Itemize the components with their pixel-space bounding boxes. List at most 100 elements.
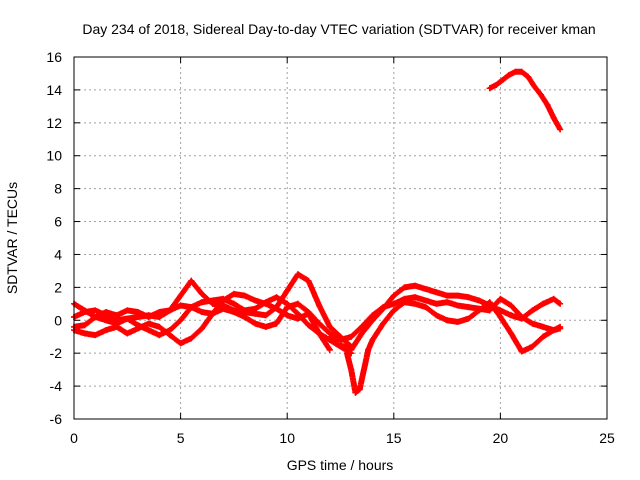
data-point (525, 73, 532, 80)
data-point (252, 320, 259, 327)
data-point (505, 72, 512, 79)
data-point (113, 323, 120, 330)
data-point (209, 297, 216, 304)
data-point (550, 295, 557, 302)
data-point (262, 312, 269, 319)
data-point (103, 327, 109, 334)
x-tick-label: 15 (386, 430, 402, 446)
data-point (422, 304, 429, 311)
data-point (540, 333, 546, 340)
data-point (166, 327, 173, 334)
data-point (512, 68, 519, 75)
y-axis-label: SDTVAR / TECUs (4, 182, 20, 294)
data-point (557, 126, 564, 133)
plot-border (73, 56, 608, 420)
series-track-h (486, 68, 564, 133)
y-tick-label: 16 (46, 49, 62, 65)
data-point (365, 346, 372, 353)
data-point (337, 337, 344, 343)
data-point (412, 282, 419, 289)
data-point (499, 77, 506, 83)
data-point (531, 83, 538, 90)
data-point (348, 366, 355, 373)
data-point (422, 297, 429, 304)
data-point (177, 302, 184, 309)
data-point (284, 287, 291, 294)
data-point (518, 348, 525, 355)
data-point (433, 289, 440, 296)
data-point (343, 350, 350, 357)
data-point (348, 333, 355, 340)
y-tick-label: 12 (46, 115, 62, 131)
data-point (145, 320, 152, 327)
y-tick-label: 14 (46, 82, 62, 98)
data-point (284, 304, 291, 311)
data-point (156, 309, 163, 315)
data-point (557, 300, 564, 307)
data-point (124, 315, 131, 322)
data-point (230, 300, 237, 307)
data-point (380, 320, 387, 327)
x-tick-label: 0 (70, 430, 78, 446)
data-point (177, 292, 184, 299)
x-axis-label: GPS time / hours (287, 457, 394, 473)
data-point (508, 312, 515, 319)
data-point (92, 307, 99, 314)
data-point (401, 284, 408, 291)
data-point (352, 389, 359, 396)
data-point (241, 314, 248, 320)
data-point (540, 323, 546, 330)
data-point (529, 307, 536, 314)
data-point (380, 304, 387, 311)
data-point (198, 290, 205, 297)
x-tick-label: 5 (177, 430, 185, 446)
data-point (356, 386, 363, 393)
series-track-g (326, 294, 564, 343)
data-point (390, 307, 397, 314)
data-point (177, 317, 184, 324)
y-tick-label: 2 (54, 279, 62, 295)
data-point (444, 299, 451, 306)
data-point (326, 323, 333, 330)
data-point (92, 314, 99, 320)
data-point (252, 297, 259, 304)
y-tick-label: 4 (54, 246, 62, 262)
data-point (241, 292, 248, 299)
data-point (220, 295, 227, 302)
data-point (220, 305, 227, 312)
data-point (209, 310, 216, 317)
x-tick-label: 25 (599, 430, 615, 446)
data-point (326, 333, 333, 340)
data-point (305, 322, 312, 329)
data-point (262, 299, 269, 306)
data-point (486, 85, 493, 92)
data-point (145, 314, 152, 320)
data-point (529, 343, 536, 350)
data-point (81, 309, 88, 315)
data-point (369, 337, 376, 343)
data-point (156, 323, 163, 330)
data-point (361, 366, 367, 373)
data-point (135, 322, 141, 329)
data-point (369, 312, 376, 319)
data-point (493, 82, 500, 88)
data-point (81, 330, 88, 337)
data-point (540, 300, 546, 307)
data-point (198, 299, 205, 306)
data-point (348, 346, 355, 353)
data-point (188, 277, 195, 284)
data-point (486, 307, 493, 314)
data-point (358, 323, 365, 330)
data-point (92, 332, 99, 339)
data-point (103, 309, 109, 315)
data-point (188, 304, 195, 311)
data-point (412, 300, 419, 307)
y-tick-label: 8 (54, 181, 62, 197)
data-point (262, 323, 269, 330)
data-point (508, 330, 515, 337)
data-point (113, 312, 120, 319)
data-point (454, 292, 461, 299)
y-tick-label: -2 (50, 345, 63, 361)
data-point (444, 292, 451, 299)
data-point (198, 309, 205, 315)
